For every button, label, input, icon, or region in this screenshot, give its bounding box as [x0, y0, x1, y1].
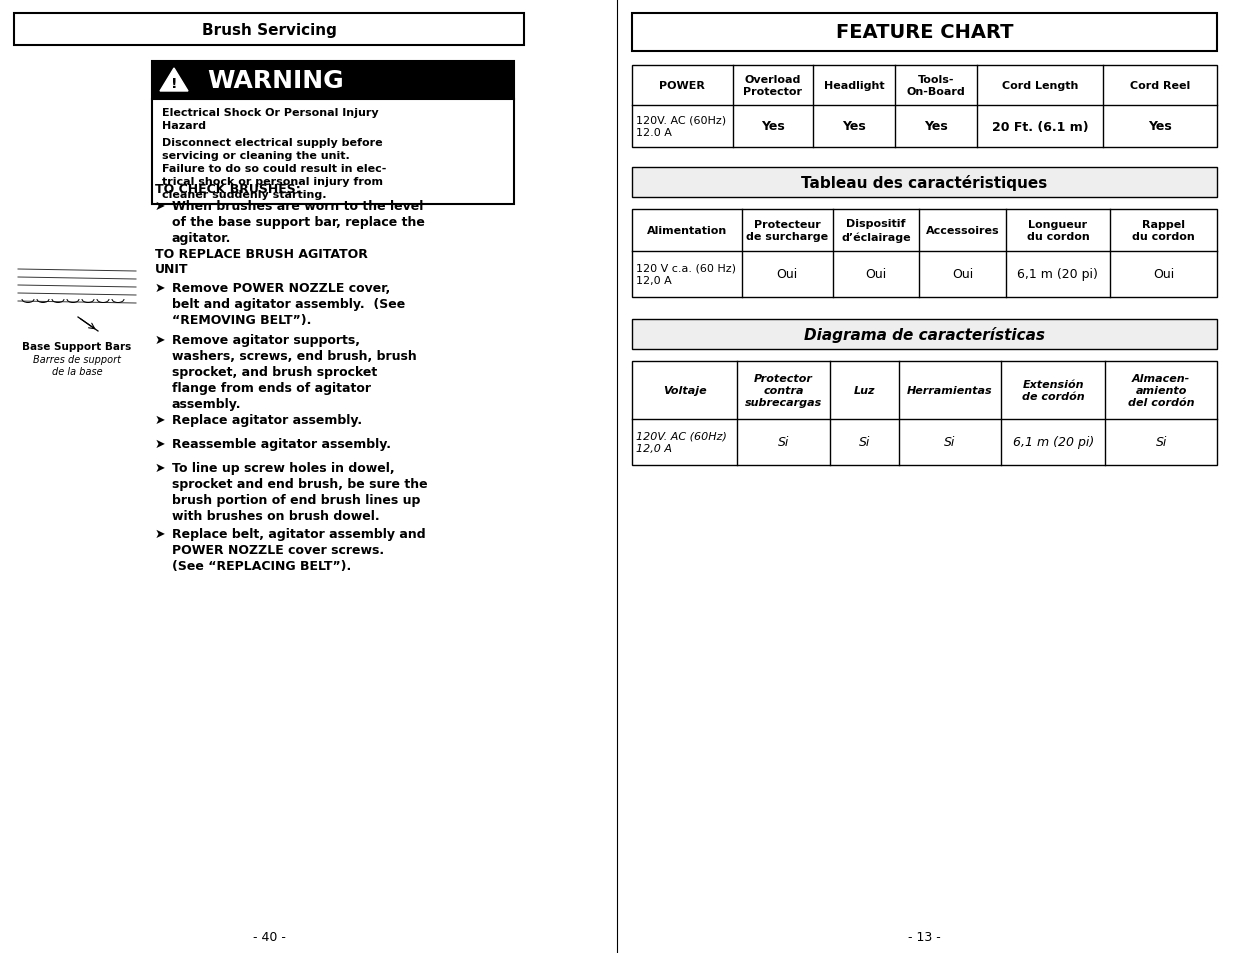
Text: 120V. AC (60Hz)
12.0 A: 120V. AC (60Hz) 12.0 A [636, 115, 726, 138]
Text: Tools-
On-Board: Tools- On-Board [906, 74, 966, 97]
Text: Tableau des caractéristiques: Tableau des caractéristiques [802, 174, 1047, 191]
Text: When brushes are worn to the level
of the base support bar, replace the
agitator: When brushes are worn to the level of th… [172, 200, 425, 245]
Text: WARNING: WARNING [207, 69, 343, 92]
Text: Headlight: Headlight [824, 81, 884, 91]
Text: ➤: ➤ [156, 437, 165, 451]
Text: Failure to do so could result in elec-: Failure to do so could result in elec- [162, 164, 387, 173]
Bar [632, 361, 1216, 465]
Text: TO CHECK BRUSHES:: TO CHECK BRUSHES: [156, 183, 301, 195]
Text: Yes: Yes [1149, 120, 1172, 133]
Text: Protecteur
de surcharge: Protecteur de surcharge [746, 219, 829, 242]
Text: ➤: ➤ [156, 282, 165, 294]
Text: Reassemble agitator assembly.: Reassemble agitator assembly. [172, 437, 391, 451]
Text: Si: Si [858, 436, 869, 449]
Text: - 13 -: - 13 - [908, 930, 941, 943]
Text: Luz: Luz [853, 386, 874, 395]
Text: Diagrama de características: Diagrama de características [804, 327, 1045, 343]
Text: ➤: ➤ [156, 334, 165, 347]
Text: - 40 -: - 40 - [253, 930, 285, 943]
Text: Accessoires: Accessoires [926, 226, 999, 235]
Text: Herramientas: Herramientas [908, 386, 993, 395]
Text: Rappel
du cordon: Rappel du cordon [1132, 219, 1194, 242]
Text: ➤: ➤ [156, 200, 165, 213]
Text: TO REPLACE BRUSH AGITATOR: TO REPLACE BRUSH AGITATOR [156, 248, 368, 261]
Text: Electrical Shock Or Personal Injury: Electrical Shock Or Personal Injury [162, 108, 379, 118]
Text: POWER: POWER [659, 81, 705, 91]
Text: Cord Reel: Cord Reel [1130, 81, 1191, 91]
Text: ➤: ➤ [156, 414, 165, 427]
Text: !: ! [170, 77, 178, 91]
Text: UNIT: UNIT [156, 263, 189, 275]
Bar [632, 168, 1216, 198]
Text: To line up screw holes in dowel,
sprocket and end brush, be sure the
brush porti: To line up screw holes in dowel, sprocke… [172, 461, 427, 522]
Bar [152, 62, 514, 100]
Polygon shape [161, 69, 188, 91]
Text: 120 V c.a. (60 Hz)
12,0 A: 120 V c.a. (60 Hz) 12,0 A [636, 264, 736, 286]
Bar [152, 100, 514, 205]
Text: Replace agitator assembly.: Replace agitator assembly. [172, 414, 362, 427]
Text: Oui: Oui [952, 268, 973, 281]
Text: 20 Ft. (6.1 m): 20 Ft. (6.1 m) [992, 120, 1088, 133]
Text: Replace belt, agitator assembly and
POWER NOZZLE cover screws.
(See “REPLACING B: Replace belt, agitator assembly and POWE… [172, 527, 426, 573]
Text: servicing or cleaning the unit.: servicing or cleaning the unit. [162, 151, 350, 161]
Text: Si: Si [778, 436, 789, 449]
Text: Disconnect electrical supply before: Disconnect electrical supply before [162, 138, 383, 148]
Text: trical shock or personal injury from: trical shock or personal injury from [162, 177, 383, 187]
Text: Yes: Yes [842, 120, 866, 133]
Text: ➤: ➤ [156, 527, 165, 540]
Text: de la base: de la base [52, 367, 103, 376]
Text: Base Support Bars: Base Support Bars [22, 341, 132, 352]
Text: Voltaje: Voltaje [663, 386, 706, 395]
Text: Oui: Oui [1152, 268, 1174, 281]
Text: Cord Length: Cord Length [1002, 81, 1078, 91]
Text: ➤: ➤ [156, 461, 165, 475]
Text: Longueur
du cordon: Longueur du cordon [1026, 219, 1089, 242]
Bar [632, 210, 1216, 297]
Text: Yes: Yes [924, 120, 948, 133]
Text: Hazard: Hazard [162, 121, 206, 131]
Bar [632, 319, 1216, 350]
Text: 6,1 m (20 pi): 6,1 m (20 pi) [1018, 268, 1098, 281]
Text: Protector
contra
subrecargas: Protector contra subrecargas [745, 374, 823, 408]
Bar [632, 66, 1216, 148]
Text: 120V. AC (60Hz)
12,0 A: 120V. AC (60Hz) 12,0 A [636, 432, 727, 454]
Text: Remove POWER NOZZLE cover,
belt and agitator assembly.  (See
“REMOVING BELT”).: Remove POWER NOZZLE cover, belt and agit… [172, 282, 405, 327]
Text: Alimentation: Alimentation [647, 226, 727, 235]
Text: Barres de support: Barres de support [33, 355, 121, 365]
Text: cleaner suddenly starting.: cleaner suddenly starting. [162, 190, 326, 200]
Text: Remove agitator supports,
washers, screws, end brush, brush
sprocket, and brush : Remove agitator supports, washers, screw… [172, 334, 416, 411]
Text: Oui: Oui [866, 268, 887, 281]
Text: Overload
Protector: Overload Protector [743, 74, 803, 97]
Text: Yes: Yes [761, 120, 785, 133]
Text: Almacen-
amiento
del cordón: Almacen- amiento del cordón [1128, 374, 1194, 408]
Bar [632, 14, 1216, 52]
Text: Si: Si [945, 436, 956, 449]
Text: Extensión
de cordón: Extensión de cordón [1021, 379, 1084, 402]
Text: 6,1 m (20 pi): 6,1 m (20 pi) [1013, 436, 1094, 449]
Bar [14, 14, 524, 46]
Text: FEATURE CHART: FEATURE CHART [836, 24, 1013, 43]
Text: Oui: Oui [777, 268, 798, 281]
Text: Dispositif
d’éclairage: Dispositif d’éclairage [841, 219, 910, 242]
Text: Si: Si [1156, 436, 1167, 449]
Text: Brush Servicing: Brush Servicing [201, 23, 336, 37]
